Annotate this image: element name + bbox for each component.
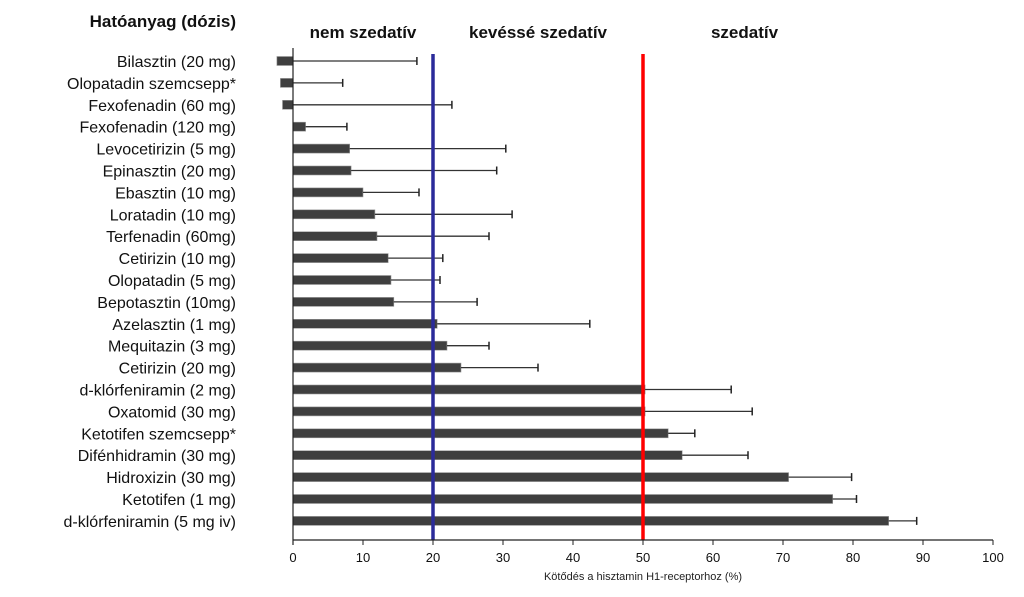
category-label: Bepotasztin (10mg) — [97, 295, 236, 312]
category-label: Olopatadin (5 mg) — [108, 273, 236, 290]
bar — [276, 56, 294, 66]
category-label: Hidroxizin (30 mg) — [106, 470, 236, 487]
category-label: Cetirizin (20 mg) — [119, 361, 236, 378]
x-tick-label: 40 — [566, 550, 580, 565]
category-label: Ketotifen szemcsepp* — [81, 426, 236, 443]
category-label: Difénhidramin (30 mg) — [78, 448, 236, 465]
bars — [276, 56, 890, 526]
x-tick-label: 90 — [916, 550, 930, 565]
bar — [292, 253, 389, 263]
x-tick-label: 50 — [636, 550, 650, 565]
category-label: Ketotifen (1 mg) — [122, 492, 236, 509]
category-label: Olopatadin szemcsepp* — [67, 76, 236, 93]
x-tick-label: 0 — [289, 550, 296, 565]
category-label: Azelasztin (1 mg) — [112, 317, 236, 334]
x-tick-label: 80 — [846, 550, 860, 565]
category-header: Hatóanyag (dózis) — [90, 12, 236, 31]
bar — [292, 472, 789, 482]
bar — [292, 231, 378, 241]
category-label: Fexofenadin (60 mg) — [88, 98, 236, 115]
bar — [292, 406, 646, 417]
category-label: d-klórfeniramin (5 mg iv) — [64, 514, 236, 531]
bar — [292, 143, 351, 154]
bar — [282, 100, 294, 110]
bar — [292, 340, 448, 351]
category-label: Bilasztin (20 mg) — [117, 54, 236, 71]
bar — [280, 78, 294, 88]
bar — [292, 297, 395, 307]
bar — [292, 494, 834, 504]
bar — [292, 428, 669, 439]
category-label: Mequitazin (3 mg) — [108, 339, 236, 356]
bar — [292, 121, 306, 132]
bar — [292, 275, 392, 285]
region-label: nem szedatív — [310, 23, 417, 42]
x-axis-label: Kötődés a hisztamin H1-receptorhoz (%) — [544, 571, 742, 583]
bar — [292, 362, 462, 373]
category-label: Loratadin (10 mg) — [110, 207, 236, 224]
region-label: szedatív — [711, 23, 779, 42]
region-label: kevéssé szedatív — [469, 23, 608, 42]
x-tick-label: 30 — [496, 550, 510, 565]
category-label: d-klórfeniramin (2 mg) — [80, 383, 236, 400]
bar — [292, 450, 683, 461]
x-tick-label: 60 — [706, 550, 720, 565]
category-label: Cetirizin (10 mg) — [119, 251, 236, 268]
bar — [292, 209, 376, 220]
bar — [292, 165, 352, 176]
x-tick-label: 70 — [776, 550, 790, 565]
category-label: Oxatomid (30 mg) — [108, 404, 236, 421]
bar — [292, 318, 438, 329]
x-tick-label: 20 — [426, 550, 440, 565]
x-ticks: 0 10 20 30 40 50 60 70 80 90 100 — [289, 540, 1004, 565]
reference-lines — [431, 54, 645, 540]
bar — [292, 516, 890, 526]
bar — [292, 384, 646, 395]
error-bars — [293, 57, 918, 525]
category-label: Terfenadin (60mg) — [106, 229, 236, 246]
category-label: Ebasztin (10 mg) — [115, 185, 236, 202]
bar — [292, 187, 364, 198]
category-label: Levocetirizin (5 mg) — [96, 142, 236, 159]
x-tick-label: 100 — [982, 550, 1004, 565]
category-label: Fexofenadin (120 mg) — [79, 120, 236, 137]
category-label: Epinasztin (20 mg) — [103, 164, 236, 181]
x-tick-label: 10 — [356, 550, 370, 565]
category-labels: Bilasztin (20 mg) Olopatadin szemcsepp* Fe… — [64, 54, 236, 531]
region-labels: nem szedatív kevéssé szedatív szedatív — [310, 23, 779, 42]
